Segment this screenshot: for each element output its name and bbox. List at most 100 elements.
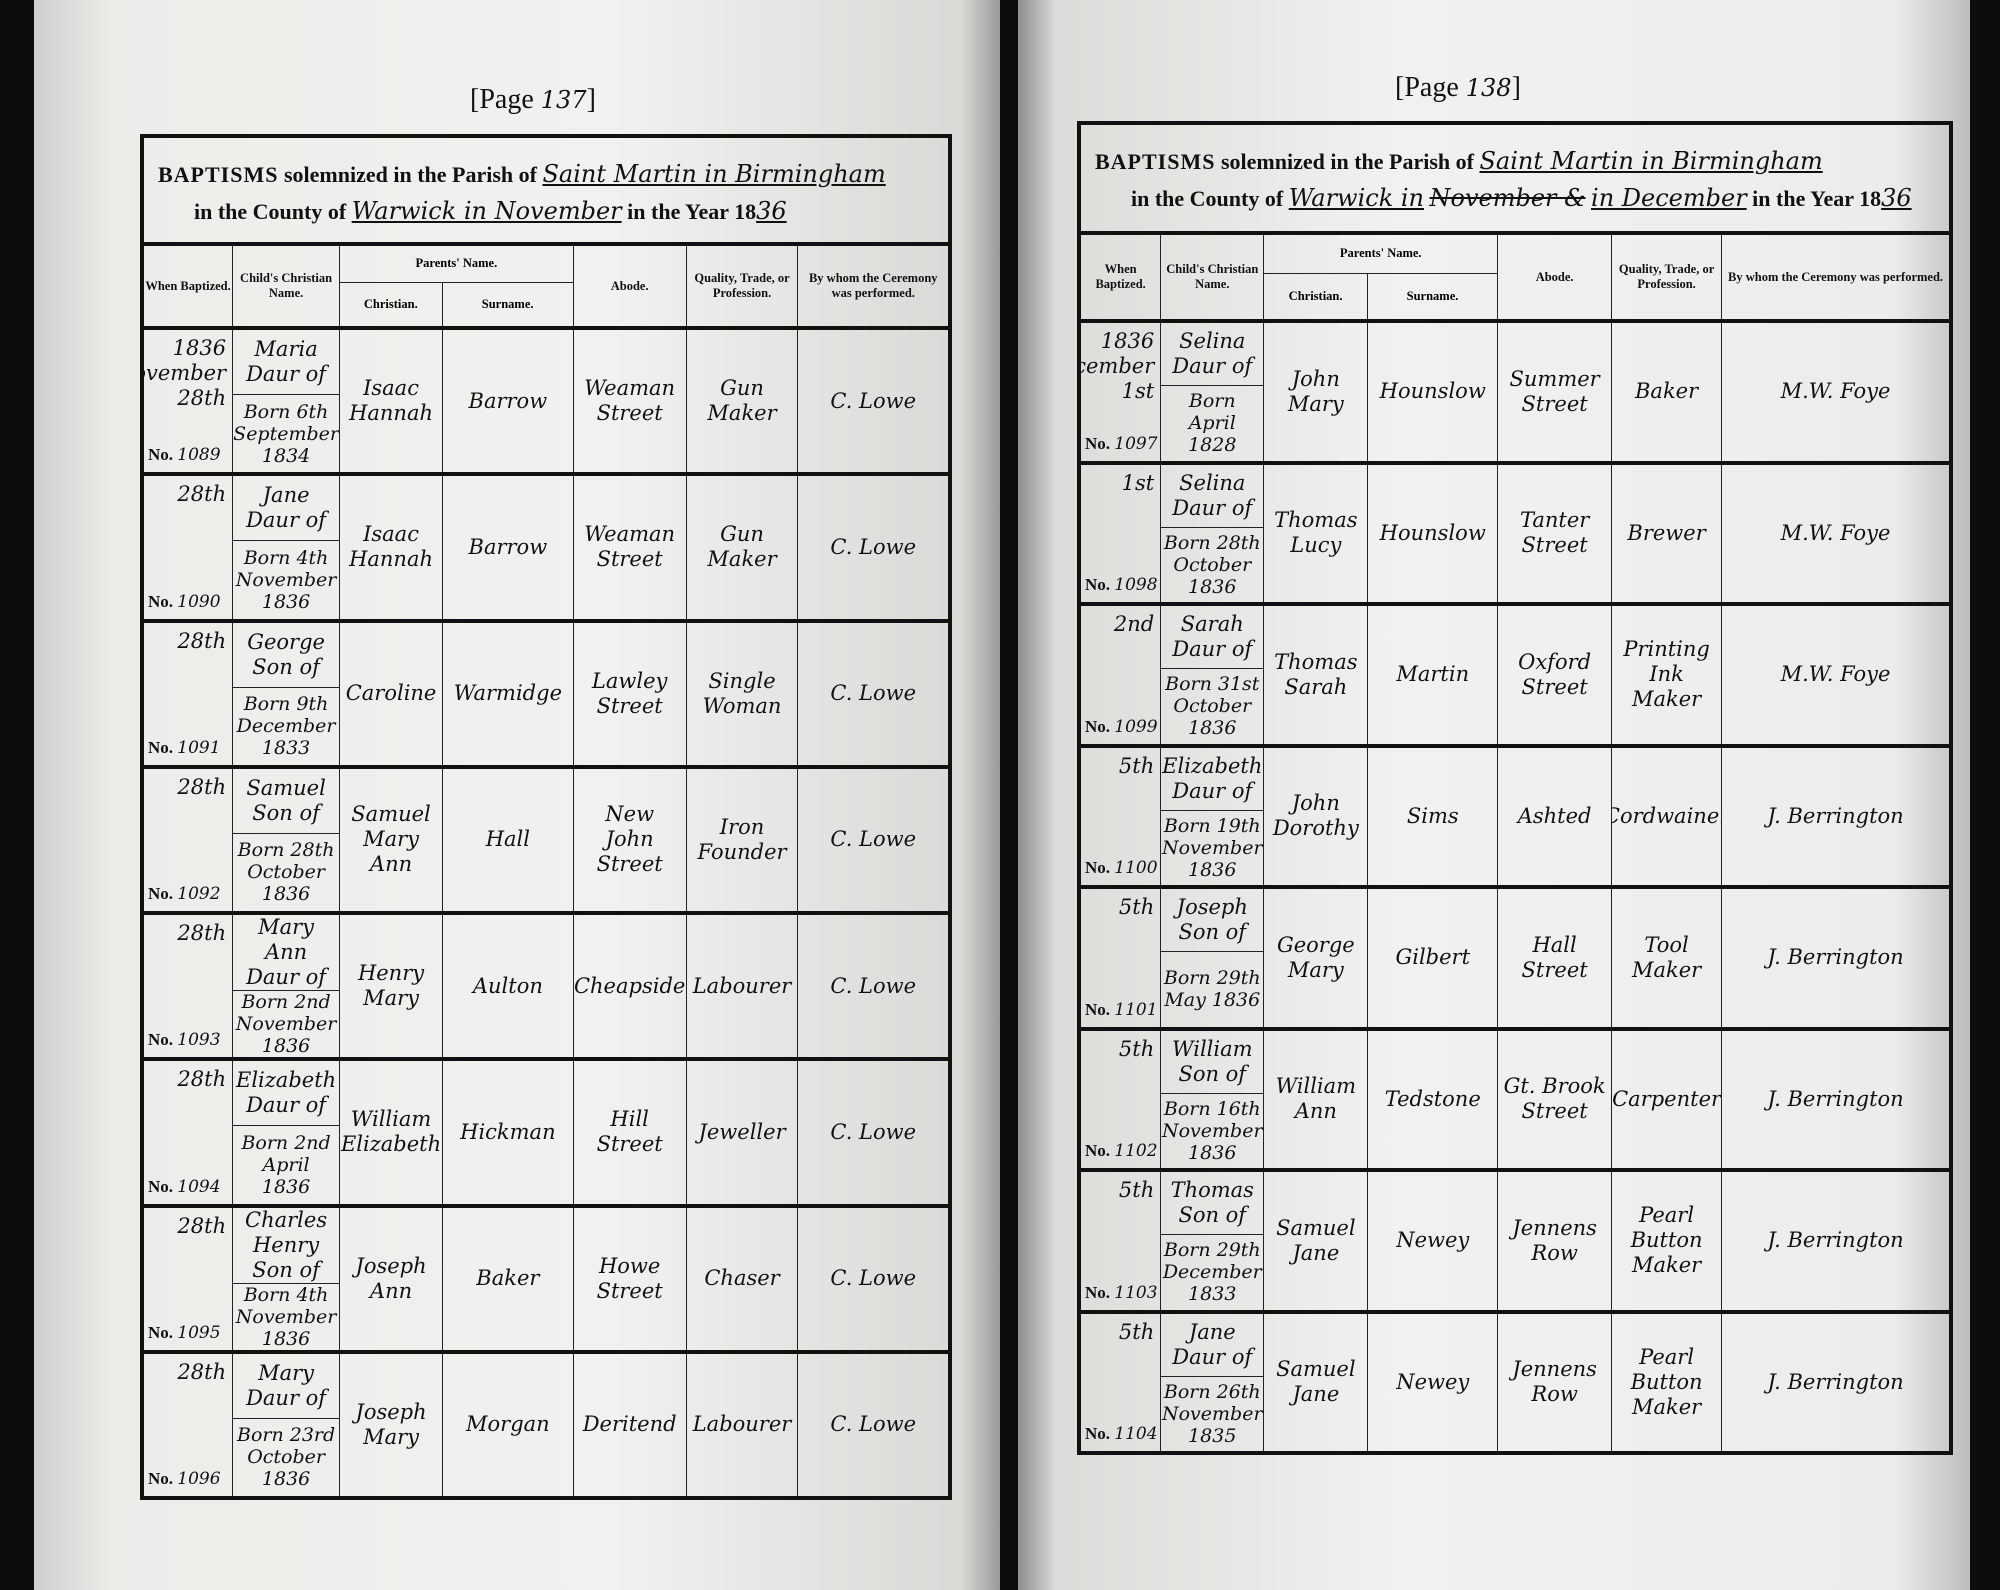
birth-line: 1833 <box>1188 1283 1237 1306</box>
surname: Gilbert <box>1395 945 1471 970</box>
table-row: 28th No. 1091 George Son of Born 9th December… <box>144 622 948 769</box>
surname: Hounslow <box>1379 520 1486 545</box>
entry-number: No. 1103 <box>1085 1280 1158 1306</box>
parent-name: Mary <box>1287 391 1344 416</box>
surname: Newey <box>1396 1369 1470 1394</box>
parent-name: Samuel <box>1276 1357 1356 1382</box>
child-name-cell: William Son of Born 16th November 1836 <box>1161 1030 1265 1168</box>
parents-christian-cell: Thomas Sarah <box>1264 606 1369 744</box>
date-line: 5th <box>1118 895 1155 919</box>
abode-line: Row <box>1531 1382 1578 1407</box>
profession-line: Button <box>1630 1228 1703 1253</box>
minister-cell: J. Berrington <box>1722 1031 1949 1169</box>
table-row: 5th No. 1100 Elizabeth Daur of Born 19th Nove… <box>1081 747 1949 889</box>
profession-cell: Iron Founder <box>687 768 799 911</box>
birth-line: 1836 <box>261 1035 311 1058</box>
table-row: 28th No. 1094 Elizabeth Daur of Born 2nd Apri… <box>144 1061 948 1208</box>
profession-line: Ink <box>1649 662 1684 687</box>
when-baptized-cell: 28th No. 1091 <box>144 622 234 765</box>
parents-christian-cell: John Dorothy <box>1264 747 1369 885</box>
when-baptized-cell: 5th No. 1104 <box>1081 1313 1162 1451</box>
surname: Baker <box>476 1266 540 1291</box>
entry-number-value: 1103 <box>1114 1282 1158 1303</box>
page-close: ] <box>1511 72 1521 103</box>
birth-line: November <box>1161 1119 1263 1142</box>
child-name: George Son of <box>233 623 340 688</box>
entry-number-value: 1092 <box>177 884 221 904</box>
child-name-line: Daur of <box>1172 495 1253 520</box>
birth-line: 1836 <box>1188 575 1237 598</box>
title-line-county: in the County of Warwick in November in … <box>158 193 934 230</box>
header-parents-sub: Christian. Surname. <box>340 282 573 326</box>
entry-number-value: 1100 <box>1114 858 1158 878</box>
birth-line: 1836 <box>261 1327 311 1350</box>
child-name-line: Jane <box>262 483 310 508</box>
abode-cell: Deritend <box>574 1353 687 1496</box>
minister-cell: M.W. Foye <box>1722 323 1949 461</box>
surname: Barrow <box>468 388 548 413</box>
birth-line: April <box>262 1153 310 1176</box>
when-baptized-cell: 28th No. 1095 <box>144 1207 234 1350</box>
abode-cell: Howe Street <box>574 1207 687 1350</box>
table-row: 28th No. 1096 Mary Daur of Born 23rd October 1… <box>144 1353 948 1496</box>
birth-line: 1836 <box>261 1175 311 1198</box>
profession-cell: Labourer <box>687 1353 799 1496</box>
birth-line: 1836 <box>1188 717 1237 740</box>
abode-line: Weaman <box>584 376 676 401</box>
minister: C. Lowe <box>830 1412 917 1437</box>
birth-line: Born 31st <box>1165 673 1260 696</box>
child-name: Sarah Daur of <box>1161 606 1264 670</box>
no-prefix: No. <box>148 884 174 903</box>
child-name: Selina Daur of <box>1161 465 1264 528</box>
right-page <box>1018 0 1970 1590</box>
parents-christian-cell: George Mary <box>1264 889 1369 1027</box>
table-row: 5th No. 1101 Joseph Son of Born 29th May 1836… <box>1081 889 1949 1031</box>
page-number-right: [Page 138] <box>1395 72 1521 104</box>
register-table-left: BAPTISMS solemnized in the Parish of Sai… <box>140 134 952 1500</box>
birth-line: Born 2nd <box>241 991 331 1014</box>
child-name: Maria Daur of <box>233 330 340 396</box>
child-name-line: Daur of <box>246 1385 327 1410</box>
profession-cell: Pearl Button Maker <box>1612 1313 1723 1451</box>
child-name-line: Son of <box>252 1257 320 1282</box>
abode-cell: Weaman Street <box>574 476 687 619</box>
child-name-cell: Thomas Son of Born 29th December 1833 <box>1161 1172 1265 1310</box>
header-minister: By whom the Ceremony was performed. <box>1728 269 1944 284</box>
header-abode: Abode. <box>574 246 687 326</box>
no-prefix: No. <box>1085 858 1111 877</box>
birth-line: 1836 <box>261 590 311 613</box>
birth-line: April <box>1188 412 1236 435</box>
entry-number: No. 1091 <box>148 735 221 761</box>
table-row: 5th No. 1102 William Son of Born 16th Novembe… <box>1081 1030 1949 1172</box>
birth-line: September <box>233 422 339 445</box>
parents-christian-cell: Isaac Hannah <box>340 330 444 473</box>
entry-number: No. 1096 <box>148 1466 221 1492</box>
minister-cell: J. Berrington <box>1722 1314 1949 1452</box>
abode-line: Street <box>1521 1099 1588 1124</box>
no-prefix: No. <box>1085 716 1111 736</box>
profession-line: Woman <box>702 693 782 718</box>
child-name-line: Sarah <box>1180 612 1244 637</box>
birth-line: Born <box>1188 390 1236 413</box>
child-name-line: George <box>247 629 325 654</box>
surname: Hall <box>485 827 530 852</box>
entry-number-value: 1098 <box>1114 575 1158 595</box>
profession-line: Carpenter <box>1612 1086 1722 1111</box>
profession-line: Button <box>1630 1369 1703 1394</box>
entry-number-value: 1094 <box>177 1176 221 1197</box>
register-title: BAPTISMS solemnized in the Parish of Sai… <box>144 138 948 246</box>
header-abode: Abode. <box>1498 235 1613 319</box>
abode-cell: Hall Street <box>1498 889 1613 1027</box>
abode-cell: Jennens Row <box>1498 1313 1613 1451</box>
birth-line: 1833 <box>261 737 311 760</box>
minister-cell: C. Lowe <box>798 1208 948 1350</box>
table-row: 5th No. 1104 Jane Daur of Born 26th November 1… <box>1081 1313 1949 1452</box>
entry-number: No. 1095 <box>148 1320 221 1346</box>
when-baptized-cell: 28th No. 1090 <box>144 476 234 619</box>
child-name-line: Daur of <box>246 1093 327 1118</box>
minister-cell: J. Berrington <box>1722 748 1949 886</box>
minister: J. Berrington <box>1767 1369 1904 1394</box>
minister: C. Lowe <box>830 1266 917 1291</box>
abode-cell: Tanter Street <box>1498 464 1613 602</box>
